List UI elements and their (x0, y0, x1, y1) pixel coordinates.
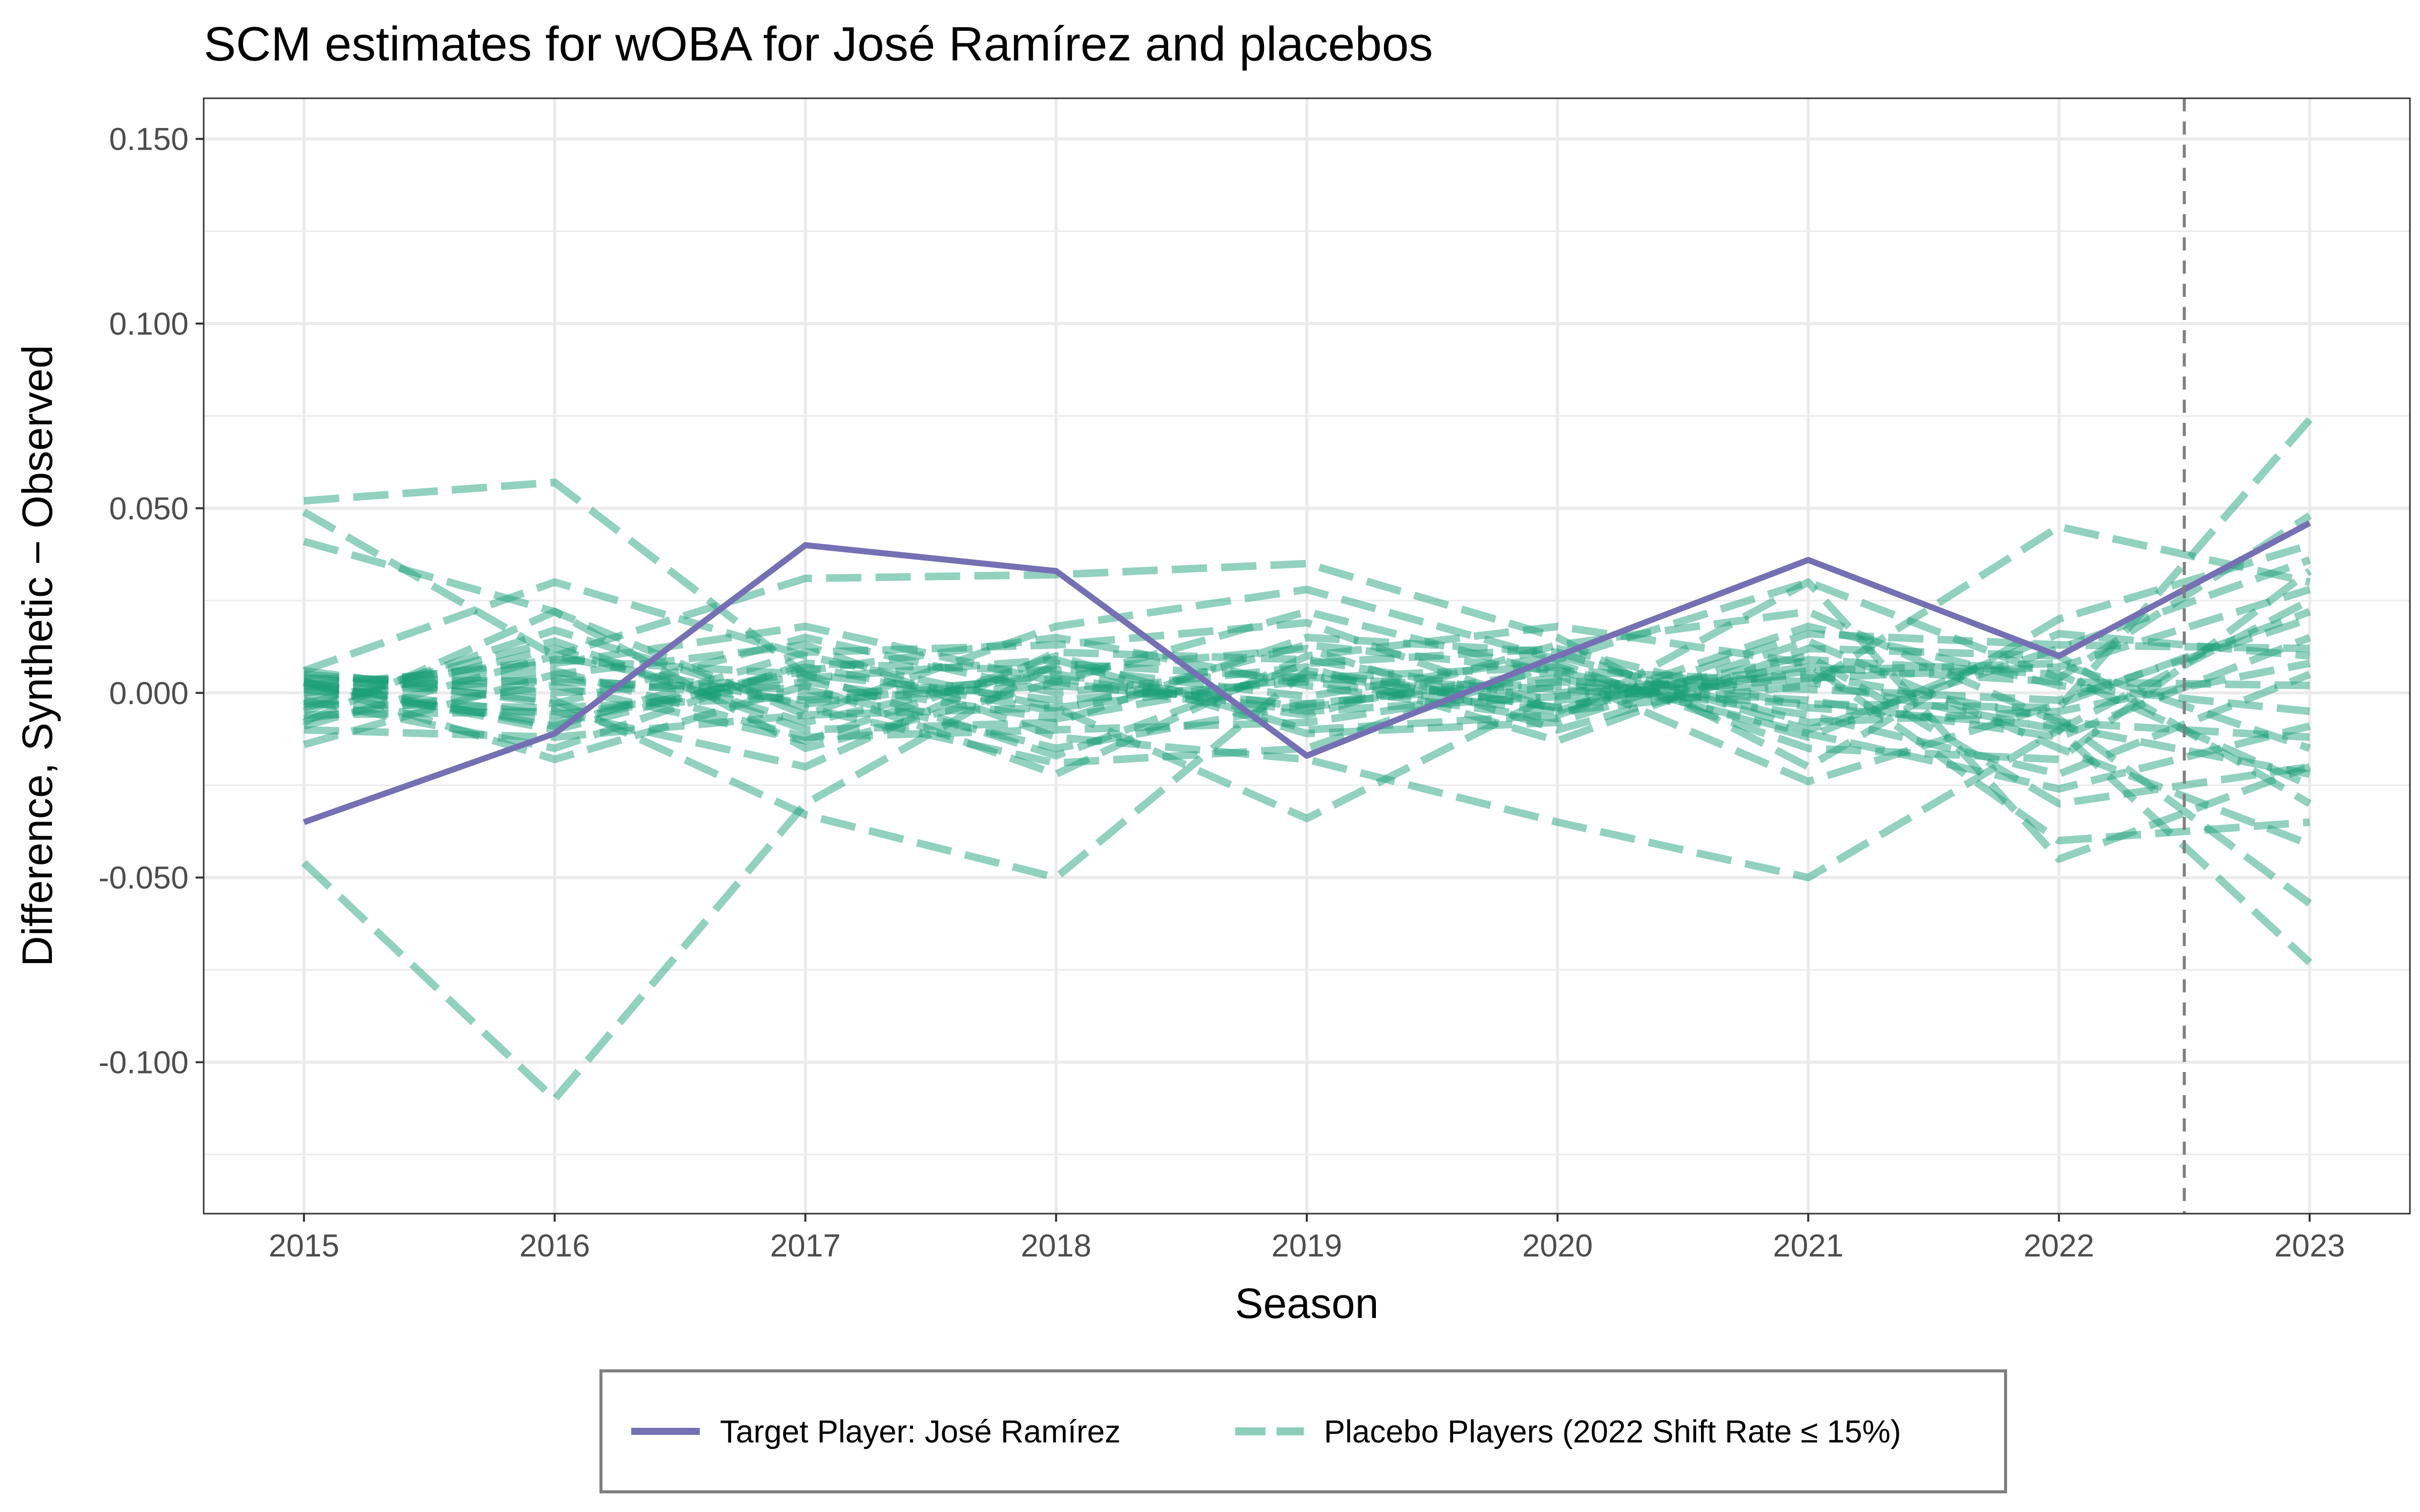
placebo-series-line (303, 634, 2312, 807)
series-layer (301, 417, 2313, 1103)
placebo-series-line (302, 541, 2311, 771)
y-tick-label: -0.050 (98, 860, 189, 896)
placebo-series-line (304, 634, 2311, 741)
placebo-series-line (302, 578, 2312, 907)
placebo-series-line (304, 671, 2311, 778)
placebo-series-line (304, 615, 2311, 708)
placebo-series-line (303, 641, 2311, 793)
legend-label-target: Target Player: José Ramírez (720, 1414, 1121, 1450)
y-tick-label: -0.100 (98, 1045, 189, 1081)
placebo-series-line (303, 619, 2310, 730)
y-axis: 0.150 0.100 0.050 0.000 -0.050 -0.100 (98, 122, 204, 1081)
placebo-series-line (302, 512, 2312, 719)
legend: Target Player: José Ramírez Placebo Play… (599, 1369, 2007, 1493)
placebo-series-line (304, 478, 2311, 715)
x-tick-label: 2018 (1021, 1228, 1092, 1264)
target-series-line (302, 520, 2311, 825)
x-tick-label: 2021 (1773, 1228, 1843, 1264)
y-tick-label: 0.100 (109, 306, 189, 342)
placebo-series-line (304, 659, 2311, 752)
x-axis: 2015 2016 2017 2018 2019 2020 2021 2022 2023 (269, 1214, 2345, 1264)
placebo-series-line (302, 622, 2310, 845)
x-axis-title: Season (1235, 1280, 1379, 1327)
y-tick-label: 0.050 (109, 491, 189, 526)
x-tick-label: 2016 (519, 1228, 590, 1264)
placebo-series-line (303, 645, 2312, 789)
y-tick-label: 0.000 (109, 676, 189, 711)
placebo-series-line (304, 645, 2311, 778)
placebo-series-line (304, 663, 2310, 715)
placebo-series-line (304, 630, 2310, 741)
placebo-series-line (303, 578, 2311, 863)
y-tick-label: 0.150 (109, 122, 189, 157)
x-tick-label: 2015 (269, 1228, 339, 1264)
placebo-series-line (304, 608, 2310, 741)
x-tick-label: 2023 (2274, 1228, 2345, 1264)
placebo-series-line (302, 568, 2312, 767)
placebo-series-line (301, 417, 2313, 1103)
legend-label-placebo: Placebo Players (2022 Shift Rate ≤ 15%) (1324, 1414, 1901, 1450)
chart-title: SCM estimates for wOBA for José Ramírez … (204, 17, 1433, 71)
placebo-series-line (302, 608, 2311, 786)
x-tick-label: 2019 (1272, 1228, 1342, 1264)
x-tick-label: 2017 (770, 1228, 840, 1264)
gridlines (204, 98, 2410, 1214)
x-tick-label: 2020 (1522, 1228, 1593, 1264)
x-tick-label: 2022 (2024, 1228, 2094, 1264)
placebo-series-line (303, 645, 2311, 726)
placebo-series-line (304, 586, 2311, 771)
placebo-series-line (304, 637, 2311, 848)
placebo-series-line (302, 597, 2312, 881)
placebo-series-line (304, 652, 2311, 881)
y-axis-title: Difference, Synthetic − Observed (14, 345, 61, 966)
